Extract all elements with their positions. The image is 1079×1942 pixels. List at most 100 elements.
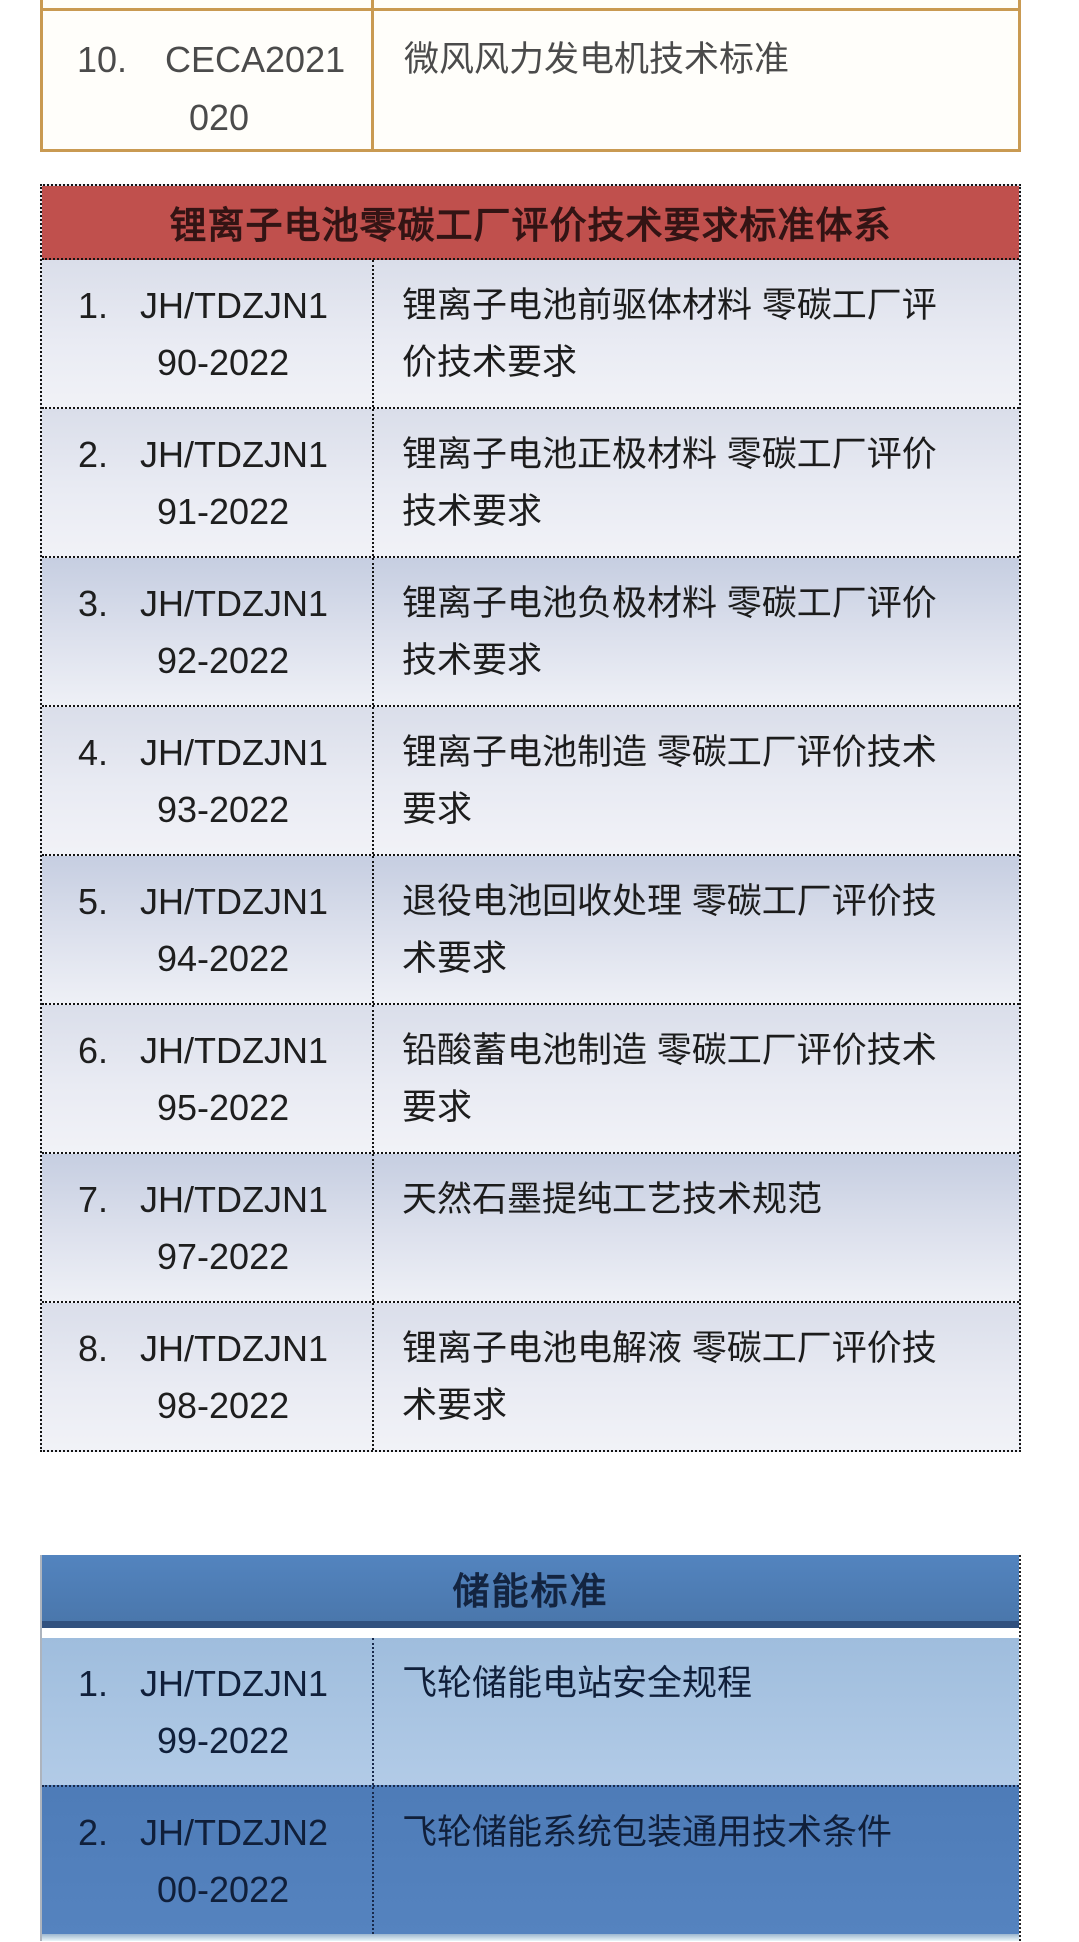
standard-code-line: 6. JH/TDZJN1 bbox=[42, 1022, 372, 1079]
row-number: 2. bbox=[78, 1812, 109, 1853]
standard-code: JH/TDZJN1 bbox=[140, 1179, 328, 1220]
standard-title-cell: 飞轮储能电站安全规程 bbox=[374, 1638, 1019, 1785]
standard-title-line: 锂离子电池正极材料 零碳工厂评价 bbox=[402, 435, 937, 474]
standard-title-line: 要求 bbox=[402, 1088, 473, 1127]
standard-code: JH/TDZJN1 bbox=[140, 881, 328, 922]
standard-code-cell: 7. JH/TDZJN1 97-2022 bbox=[42, 1154, 374, 1301]
standard-code-continued: 92-2022 bbox=[157, 640, 290, 681]
standard-title-cell: 退役电池回收处理 零碳工厂评价技 术要求 bbox=[374, 856, 1019, 1003]
standard-title-cell: 铅酸蓄电池制造 零碳工厂评价技术 要求 bbox=[374, 1005, 1019, 1152]
standard-code-cell: 2. JH/TDZJN2 00-2022 bbox=[42, 1787, 374, 1934]
standard-code-continued: 93-2022 bbox=[157, 789, 290, 830]
standard-code: JH/TDZJN1 bbox=[140, 583, 328, 624]
standard-title-line: 术要求 bbox=[402, 1386, 508, 1425]
standard-title-line: 飞轮储能系统包装通用技术条件 bbox=[402, 1813, 893, 1852]
standard-code-cell: 6. JH/TDZJN1 95-2022 bbox=[42, 1005, 374, 1152]
standard-title-line: 锂离子电池制造 零碳工厂评价技术 bbox=[402, 733, 937, 772]
standard-code-continued: 91-2022 bbox=[157, 491, 290, 532]
standard-code-continued: 00-2022 bbox=[157, 1869, 290, 1910]
table-row: 2. JH/TDZJN2 00-2022 飞轮储能系统包装通用技术条件 bbox=[42, 1785, 1019, 1934]
lithium-standards-table: 锂离子电池零碳工厂评价技术要求标准体系 1. JH/TDZJN1 90-2022 锂离… bbox=[40, 184, 1021, 1452]
table-row: 8. JH/TDZJN1 98-2022 锂离子电池电解液 零碳工厂评价技 术要求 bbox=[42, 1301, 1019, 1450]
row-number: 7. bbox=[78, 1179, 109, 1220]
standard-title-line: 微风风力发电机技术标准 bbox=[404, 40, 790, 79]
standard-title-line: 术要求 bbox=[402, 939, 508, 978]
standard-code-continued: 97-2022 bbox=[157, 1236, 290, 1277]
standard-code: JH/TDZJN2 bbox=[140, 1812, 328, 1853]
standard-code-line: 8. JH/TDZJN1 bbox=[42, 1320, 372, 1377]
header-gap bbox=[42, 1628, 1019, 1638]
row-number: 1. bbox=[78, 1663, 109, 1704]
standard-title-cell: 锂离子电池前驱体材料 零碳工厂评 价技术要求 bbox=[374, 260, 1019, 407]
standard-code-cell: 2. JH/TDZJN1 91-2022 bbox=[42, 409, 374, 556]
standard-title-cell: 锂离子电池负极材料 零碳工厂评价 技术要求 bbox=[374, 558, 1019, 705]
standard-code-line: 2. JH/TDZJN1 bbox=[42, 426, 372, 483]
standard-code-line: 4. JH/TDZJN1 bbox=[42, 724, 372, 781]
standard-code: JH/TDZJN1 bbox=[140, 1663, 328, 1704]
standard-code-cell: 1. JH/TDZJN1 99-2022 bbox=[42, 1638, 374, 1785]
row-number: 5. bbox=[78, 881, 109, 922]
table-row: 1. JH/TDZJN1 90-2022 锂离子电池前驱体材料 零碳工厂评 价技术要求 bbox=[42, 260, 1019, 407]
table-bottom-strip bbox=[42, 1934, 1019, 1941]
standard-code: JH/TDZJN1 bbox=[140, 732, 328, 773]
row-number: 10. bbox=[77, 39, 128, 80]
standard-code: JH/TDZJN1 bbox=[140, 285, 328, 326]
standard-code: JH/TDZJN1 bbox=[140, 1030, 328, 1071]
row-number: 2. bbox=[78, 434, 109, 475]
standard-code-line: 2. JH/TDZJN2 bbox=[42, 1804, 372, 1861]
standard-title-line: 锂离子电池电解液 零碳工厂评价技 bbox=[402, 1329, 937, 1368]
standard-code-line: 1. JH/TDZJN1 bbox=[42, 1655, 372, 1712]
standard-code: JH/TDZJN1 bbox=[140, 434, 328, 475]
table-body: 1. JH/TDZJN1 90-2022 锂离子电池前驱体材料 零碳工厂评 价技术要求 2… bbox=[42, 260, 1019, 1450]
standard-title-cell: 锂离子电池正极材料 零碳工厂评价 技术要求 bbox=[374, 409, 1019, 556]
standard-title-line: 技术要求 bbox=[402, 492, 543, 531]
standard-title-cell: 锂离子电池电解液 零碳工厂评价技 术要求 bbox=[374, 1303, 1019, 1450]
row-number: 8. bbox=[78, 1328, 109, 1369]
standard-title-line: 天然石墨提纯工艺技术规范 bbox=[402, 1180, 823, 1219]
standard-code-line: 7. JH/TDZJN1 bbox=[42, 1171, 372, 1228]
standard-code-continued: 90-2022 bbox=[157, 342, 290, 383]
table-row: 2. JH/TDZJN1 91-2022 锂离子电池正极材料 零碳工厂评价 技术要求 bbox=[42, 407, 1019, 556]
standard-title-line: 铅酸蓄电池制造 零碳工厂评价技术 bbox=[402, 1031, 937, 1070]
standard-title-line: 锂离子电池前驱体材料 零碳工厂评 bbox=[402, 286, 937, 325]
standard-code-continued: 98-2022 bbox=[157, 1385, 290, 1426]
standard-code-cell: 10. CECA2021 020 bbox=[43, 11, 374, 149]
standard-title-cell: 天然石墨提纯工艺技术规范 bbox=[374, 1154, 1019, 1301]
table-row: 6. JH/TDZJN1 95-2022 铅酸蓄电池制造 零碳工厂评价技术 要求 bbox=[42, 1003, 1019, 1152]
table-body: 10. CECA2021 020 微风风力发电机技术标准 bbox=[43, 11, 1018, 149]
standard-title-cell bbox=[374, 0, 1018, 8]
standard-code-continued: 95-2022 bbox=[157, 1087, 290, 1128]
standard-title-line: 飞轮储能电站安全规程 bbox=[402, 1664, 753, 1703]
standard-code-cell bbox=[43, 0, 374, 8]
table-row: 3. JH/TDZJN1 92-2022 锂离子电池负极材料 零碳工厂评价 技术要求 bbox=[42, 556, 1019, 705]
standard-code-line: 10. CECA2021 bbox=[43, 31, 371, 89]
row-number: 1. bbox=[78, 285, 109, 326]
standard-title-line: 要求 bbox=[402, 790, 473, 829]
row-number: 6. bbox=[78, 1030, 109, 1071]
table-body: 1. JH/TDZJN1 99-2022 飞轮储能电站安全规程 2. JH/TDZJN2 0… bbox=[42, 1638, 1019, 1934]
standard-code-cell: 8. JH/TDZJN1 98-2022 bbox=[42, 1303, 374, 1450]
standard-code-continued: 020 bbox=[189, 97, 250, 138]
standard-title-line: 技术要求 bbox=[402, 641, 543, 680]
standard-title-line: 价技术要求 bbox=[402, 343, 578, 382]
standard-code-line: 1. JH/TDZJN1 bbox=[42, 277, 372, 334]
table-row-partial bbox=[43, 0, 1018, 11]
standard-code-line: 3. JH/TDZJN1 bbox=[42, 575, 372, 632]
standard-code-cell: 3. JH/TDZJN1 92-2022 bbox=[42, 558, 374, 705]
standard-code-continued: 94-2022 bbox=[157, 938, 290, 979]
standard-title-cell: 锂离子电池制造 零碳工厂评价技术 要求 bbox=[374, 707, 1019, 854]
standard-title-line: 锂离子电池负极材料 零碳工厂评价 bbox=[402, 584, 937, 623]
table-row: 4. JH/TDZJN1 93-2022 锂离子电池制造 零碳工厂评价技术 要求 bbox=[42, 705, 1019, 854]
cec-standards-table: 10. CECA2021 020 微风风力发电机技术标准 bbox=[40, 0, 1021, 152]
standard-title-line: 退役电池回收处理 零碳工厂评价技 bbox=[402, 882, 937, 921]
table-title: 储能标准 bbox=[42, 1555, 1019, 1628]
table-row: 5. JH/TDZJN1 94-2022 退役电池回收处理 零碳工厂评价技 术要求 bbox=[42, 854, 1019, 1003]
table-title: 锂离子电池零碳工厂评价技术要求标准体系 bbox=[42, 186, 1019, 260]
standard-title-cell: 飞轮储能系统包装通用技术条件 bbox=[374, 1787, 1019, 1934]
table-row: 1. JH/TDZJN1 99-2022 飞轮储能电站安全规程 bbox=[42, 1638, 1019, 1785]
energy-storage-table: 储能标准 1. JH/TDZJN1 99-2022 飞轮储能电站安全规程 2. JH/TD… bbox=[40, 1555, 1021, 1941]
standard-code: JH/TDZJN1 bbox=[140, 1328, 328, 1369]
standard-code-cell: 5. JH/TDZJN1 94-2022 bbox=[42, 856, 374, 1003]
standard-code-cell: 1. JH/TDZJN1 90-2022 bbox=[42, 260, 374, 407]
table-row: 7. JH/TDZJN1 97-2022 天然石墨提纯工艺技术规范 bbox=[42, 1152, 1019, 1301]
